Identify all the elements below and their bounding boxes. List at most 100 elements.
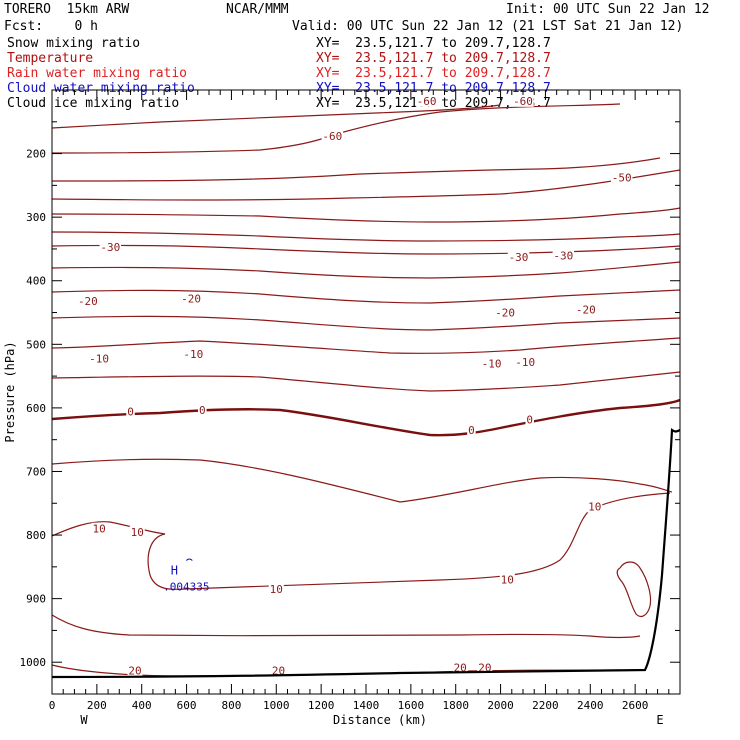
contour-label: -30 [100,241,120,254]
x-tick-label: 2600 [622,699,649,712]
x-tick-label: 800 [221,699,241,712]
contour-line [51,261,681,279]
y-tick-label: 200 [26,148,46,161]
x-tick-label: 600 [177,699,197,712]
x-axis-title: Distance (km) [333,713,427,727]
x-tick-label: 1800 [442,699,469,712]
contour-label: -20 [576,303,596,316]
contour-line [51,458,673,503]
contour-label: 10 [92,523,105,536]
legend-temperature-xy: XY= 23.5,121.7 to 209.7,128.7 [316,51,551,66]
contour-label-bg [507,251,530,264]
west-end-label: W [80,713,88,727]
valid-time: Valid: 00 UTC Sun 22 Jan 12 (21 LST Sat … [292,19,684,34]
chart-axes: 0 200 400 600 800 1000 1200 1400 1600 1800 2000 220… [3,89,681,727]
init-time: Init: 00 UTC Sun 22 Jan 12 [506,2,710,17]
legend-snow: Snow mixing ratio [7,36,141,51]
contour-label-bg [198,403,207,416]
contour-label-bg [129,525,145,538]
contour-label: 0 [526,413,533,426]
legend-temperature: Temperature [7,51,94,66]
contour-line [51,244,681,255]
contour-line [51,104,501,129]
contour-label-bg [99,241,122,254]
y-tick-label: 300 [26,211,46,224]
x-tick-label: 2400 [577,699,604,712]
contour-label: 10 [588,500,601,513]
contour-label-bg [514,356,536,369]
contour-line [51,169,681,201]
contour-label: 10 [270,583,283,596]
x-tick-label: 200 [87,699,107,712]
contour-label-bg [494,306,516,319]
y-tick-label: 400 [26,275,46,288]
contour-label-bg [77,295,99,308]
y-tick-label: 500 [26,338,46,351]
contour-line [51,337,681,354]
x-tick-label: 1200 [308,699,335,712]
cloud-water-max-marker: H [171,563,178,577]
contour-label: 0 [199,404,206,417]
x-tick-label: 1000 [263,699,290,712]
contour-label: -10 [482,357,502,370]
x-tick-label: 2000 [487,699,514,712]
legend-snow-xy: XY= 23.5,121.7 to 209.7,128.7 [316,36,551,51]
contour-line [51,207,681,223]
contour-label-bg [477,661,493,674]
contour-label-bg [499,573,515,586]
contour-label-bg [321,129,344,142]
contour-line [51,614,641,639]
x-tick-label: 1600 [398,699,425,712]
contour-label-bg [182,347,205,360]
contour-label-bg [127,664,143,677]
contour-label: 10 [131,526,144,539]
legend-rain: Rain water mixing ratio [7,66,188,81]
x-tick-label: 2200 [532,699,559,712]
contour-line [51,289,681,304]
x-tick-label: 400 [132,699,152,712]
contour-label: 0 [468,424,475,437]
contour-label: -20 [181,293,201,306]
contour-label: -50 [612,172,632,185]
zero-degree-contour [51,398,681,437]
forecast-hour: Fcst: 0 h [4,19,98,34]
contour-line [51,371,681,392]
contour-label: -20 [495,307,515,320]
contour-label-bg [610,171,633,184]
contour-line [51,492,671,590]
east-end-label: E [656,713,663,727]
contour-label: -60 [322,130,342,143]
legend-cloud-water: Cloud water mixing ratio [7,81,195,96]
contour-label-bg [126,405,135,418]
y-tick-label: 700 [26,465,46,478]
contour-label-bg [552,249,575,262]
x-tick-label: 1400 [353,699,380,712]
contour-line [51,157,661,182]
center-name: NCAR/MMM [226,2,289,17]
model-name: TORERO 15km ARW [4,2,130,17]
contour-line [51,231,681,242]
legend-cloud-water-xy: XY= 23.5,121.7 to 209.7,128.7 [316,81,551,96]
terrain-surface [51,428,681,679]
contour-label: -10 [89,352,109,365]
contour-label: -10 [183,348,203,361]
y-axis-title: Pressure (hPa) [3,341,17,442]
contour-label-bg [512,94,534,107]
contour-label-bg [525,413,534,426]
legend-rain-xy: XY= 23.5,121.7 to 209.7,128.7 [316,66,551,81]
max-marker-tilde [185,558,193,561]
y-tick-label: 1000 [20,656,47,669]
contour-line [51,103,621,154]
contour-label-bg [91,522,107,535]
contour-line [616,561,652,618]
contour-label: 20 [128,664,141,677]
contour-label: -10 [515,356,535,369]
contour-label-bg [415,94,438,107]
y-tick-label: 600 [26,402,46,415]
contour-label: -30 [553,249,573,262]
temperature-contours [51,103,681,677]
y-tick-label: 900 [26,593,46,606]
contour-label: 20 [454,661,467,674]
contour-label-bg [480,357,503,370]
